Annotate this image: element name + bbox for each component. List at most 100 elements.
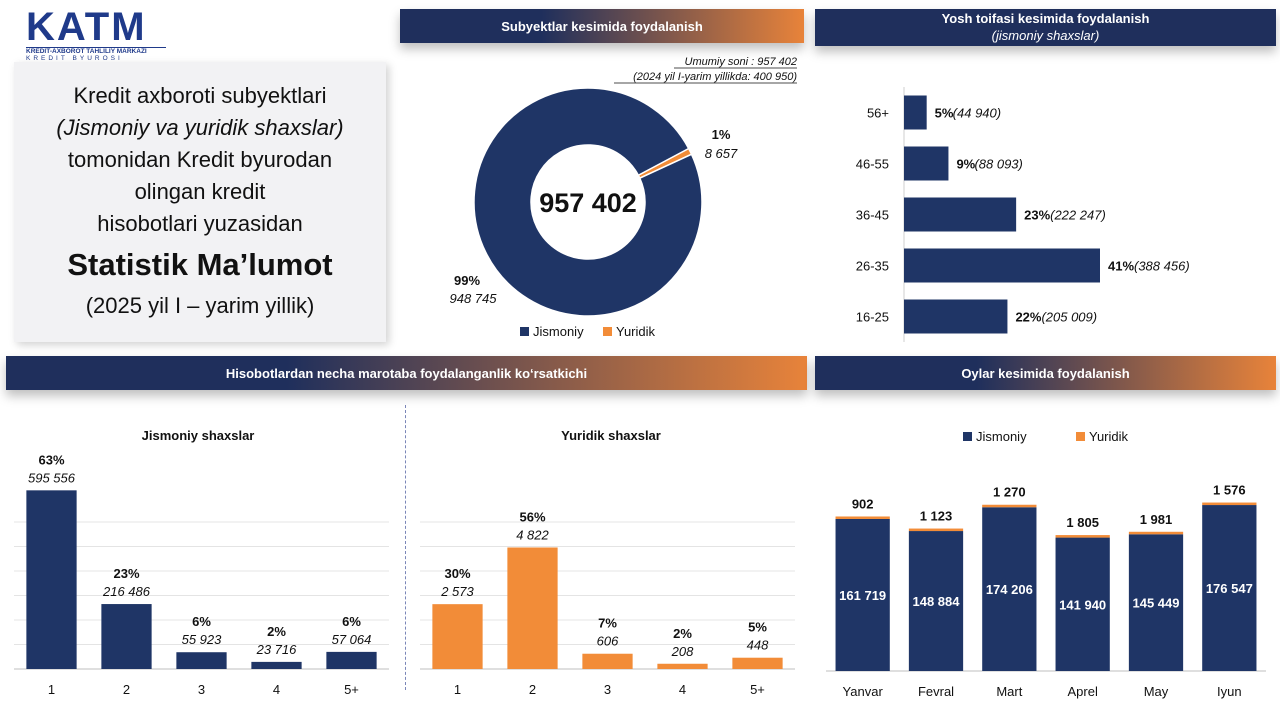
months-bar-jismoniy-aprel	[1055, 537, 1110, 671]
pie-label-jismoniy-pct: 99%	[454, 273, 480, 288]
title-line-3: tomonidan Kredit byurodan	[67, 147, 333, 172]
freq-individual-value-label-5+: 57 064	[332, 632, 372, 647]
months-value-jismoniy-mart: 174 206	[986, 582, 1033, 597]
pie-legend-swatch-yuridik	[603, 327, 612, 336]
vertical-divider	[405, 405, 406, 690]
title-line-4: olingan kredit	[134, 179, 266, 204]
age-pct-label-56+: 5%	[935, 106, 954, 121]
age-pct-label-16-25: 22%	[1015, 310, 1041, 325]
freq-individual-tick-3: 3	[198, 682, 205, 697]
freq-legal-value-label-3: 606	[597, 634, 619, 649]
months-value-yuridik-aprel: 1 805	[1066, 515, 1099, 530]
freq-individual-tick-5+: 5+	[344, 682, 359, 697]
title-card: Kredit axboroti subyektlari (Jismoniy va…	[14, 62, 386, 342]
age-bar-56+	[904, 95, 927, 130]
title-line-2: (Jismoniy va yuridik shaxslar)	[56, 115, 344, 140]
headline: Statistik Ma’lumot	[67, 247, 333, 282]
age-banner-title: Yosh toifasi kesimida foydalanish	[941, 11, 1150, 26]
freq-individual-bar-4	[251, 661, 302, 669]
months-legend-yuridik: Yuridik	[1089, 429, 1129, 444]
logo-line2: KREDIT BYUROSI	[26, 55, 123, 62]
period: (2025 yil I – yarim yillik)	[85, 293, 315, 318]
freq-legal-tick-3: 3	[604, 682, 611, 697]
subjects-banner-text: Subyektlar kesimida foydalanish	[501, 18, 703, 34]
age-value-label-36-45: (222 247)	[1050, 208, 1106, 223]
age-banner: Yosh toifasi kesimida foydalanish (jismo…	[815, 9, 1276, 46]
title-line-5: hisobotlari yuzasidan	[97, 211, 303, 236]
freq-legal-bar-1	[432, 604, 483, 669]
logo-line1: KREDIT-AXBOROT TAHLILIY MARKAZI	[26, 47, 166, 55]
freq-legal-bar-3	[582, 653, 633, 669]
months-value-jismoniy-aprel: 141 940	[1059, 597, 1106, 612]
age-bar-16-25	[904, 299, 1008, 334]
months-tick-aprel: Aprel	[1067, 684, 1097, 699]
freq-individual-tick-1: 1	[48, 682, 55, 697]
freq-individual-tick-2: 2	[123, 682, 130, 697]
pie-legend-swatch-jismoniy	[520, 327, 529, 336]
freq-individual-value-label-4: 23 716	[256, 642, 298, 657]
title-line-1: Kredit axboroti subyektlari	[73, 83, 327, 108]
freq-legal-bar-4	[657, 663, 708, 669]
pie-label-yuridik-value: 8 657	[705, 146, 738, 161]
months-value-yuridik-iyun: 1 576	[1213, 483, 1246, 498]
pie-slice-jismoniy	[473, 87, 703, 317]
age-tick-46-55: 46-55	[856, 157, 889, 172]
freq-legal-tick-1: 1	[454, 682, 461, 697]
freq-legal-value-label-1: 2 573	[440, 584, 474, 599]
freq-legal-pct-label-5+: 5%	[748, 620, 767, 635]
freq-legal-title: Yuridik shaxslar	[561, 428, 661, 443]
freq-individual-pct-label-3: 6%	[192, 614, 211, 629]
pie-center-label: 957 402	[539, 188, 637, 218]
age-banner-sub: (jismoniy shaxslar)	[991, 28, 1100, 43]
freq-legal-pct-label-3: 7%	[598, 616, 617, 631]
months-bar-yuridik-may	[1128, 531, 1184, 535]
freq-legal-pct-label-1: 30%	[444, 566, 470, 581]
months-bar-yuridik-iyun	[1202, 502, 1257, 506]
months-bar-jismoniy-iyun	[1202, 505, 1257, 671]
age-bar-26-35	[904, 248, 1100, 283]
months-bar-yuridik-yanvar	[835, 516, 890, 519]
age-tick-36-45: 36-45	[856, 208, 889, 223]
pie-legend-yuridik: Yuridik	[616, 324, 656, 339]
age-tick-16-25: 16-25	[856, 310, 889, 325]
freq-individual-title: Jismoniy shaxslar	[142, 428, 255, 443]
months-tick-iyun: Iyun	[1217, 684, 1242, 699]
months-bar-yuridik-mart	[982, 504, 1037, 508]
age-pct-label-26-35: 41%	[1108, 259, 1134, 274]
pie-label-jismoniy-value: 948 745	[450, 291, 498, 306]
age-bar-36-45	[904, 197, 1017, 232]
months-value-jismoniy-yanvar: 161 719	[839, 588, 886, 603]
months-tick-mart: Mart	[996, 684, 1022, 699]
months-value-yuridik-may: 1 981	[1140, 512, 1173, 527]
freq-legal-bar-2	[507, 547, 558, 669]
months-value-yuridik-mart: 1 270	[993, 485, 1026, 500]
freq-legal-tick-2: 2	[529, 682, 536, 697]
logo-text: KATM	[26, 5, 147, 49]
freq-individual-bar-3	[176, 652, 227, 669]
months-value-yuridik-yanvar: 902	[852, 496, 874, 511]
months-tick-fevral: Fevral	[918, 684, 954, 699]
age-pct-label-36-45: 23%	[1024, 208, 1050, 223]
months-value-jismoniy-iyun: 176 547	[1206, 581, 1253, 596]
months-value-yuridik-fevral: 1 123	[920, 509, 953, 524]
logo: KATM KREDIT-AXBOROT TAHLILIY MARKAZI KRE…	[26, 5, 166, 62]
months-tick-may: May	[1144, 684, 1169, 699]
months-bar-yuridik-aprel	[1055, 535, 1110, 538]
months-bar-jismoniy-may	[1128, 534, 1184, 671]
months-bar-yuridik-fevral	[908, 528, 964, 532]
frequency-banner-text: Hisobotlardan necha marotaba foydalangan…	[225, 365, 588, 381]
freq-individual-bar-1	[26, 490, 77, 669]
months-bar-jismoniy-fevral	[908, 531, 964, 671]
age-value-label-16-25: (205 009)	[1041, 310, 1097, 325]
freq-individual-pct-label-4: 2%	[267, 624, 286, 639]
months-banner: Oylar kesimida foydalanish	[815, 356, 1276, 390]
freq-legal-tick-5+: 5+	[750, 682, 765, 697]
age-pct-label-46-55: 9%	[956, 157, 975, 172]
age-tick-26-35: 26-35	[856, 259, 889, 274]
freq-legal-value-label-2: 4 822	[516, 527, 549, 542]
freq-individual-tick-4: 4	[273, 682, 280, 697]
freq-individual-bar-5+	[326, 651, 377, 669]
pie-label-yuridik-pct: 1%	[712, 127, 731, 142]
freq-individual-pct-label-2: 23%	[113, 566, 139, 581]
